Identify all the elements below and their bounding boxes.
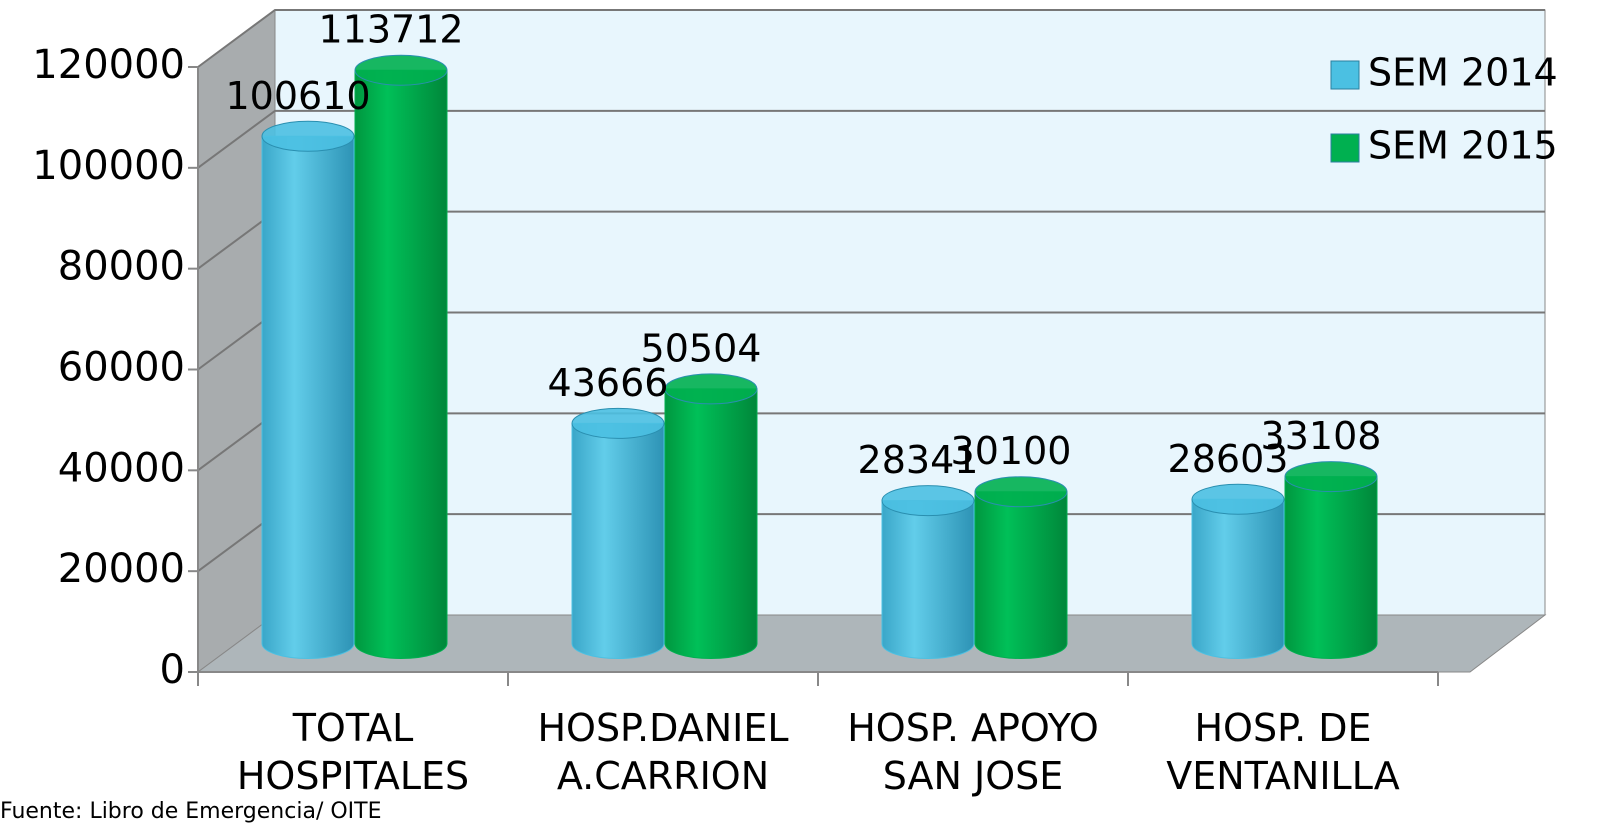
footnote: Fuente: Libro de Emergencia/ OITE xyxy=(0,799,382,824)
cylinder-body xyxy=(571,422,665,659)
data-label: 28603 xyxy=(1168,437,1289,481)
grid-line xyxy=(197,109,1545,169)
bar xyxy=(1284,461,1378,659)
data-label: 100610 xyxy=(225,74,370,118)
legend-label: SEM 2015 xyxy=(1368,124,1558,168)
cylinder-top xyxy=(1284,461,1378,493)
legend-label: SEM 2014 xyxy=(1368,51,1558,95)
x-tick-label: TOTAL HOSPITALES xyxy=(237,706,469,798)
data-label: 28341 xyxy=(858,438,979,482)
cylinder-top xyxy=(974,476,1068,508)
y-tick-label: 0 xyxy=(160,647,185,693)
bar xyxy=(354,54,448,659)
cylinder-body xyxy=(261,135,355,659)
y-tick-label: 60000 xyxy=(58,345,185,391)
cylinder-body xyxy=(881,500,975,659)
x-tick-label: HOSP. DE VENTANILLA xyxy=(1166,706,1400,798)
cylinder-body xyxy=(354,69,448,659)
data-label: 50504 xyxy=(641,326,762,370)
cylinder-top xyxy=(261,120,355,152)
bar xyxy=(974,476,1068,659)
y-tick-label: 100000 xyxy=(32,143,185,189)
legend-swatch xyxy=(1330,133,1360,163)
y-tick-label: 40000 xyxy=(58,445,185,491)
data-label: 43666 xyxy=(548,361,669,405)
data-label: 33108 xyxy=(1261,414,1382,458)
bar xyxy=(571,407,665,659)
bar xyxy=(1191,483,1285,659)
y-tick-label: 120000 xyxy=(32,42,185,88)
cylinder-body xyxy=(974,491,1068,659)
data-label: 113712 xyxy=(318,8,463,52)
bar xyxy=(881,485,975,659)
cylinder-top xyxy=(354,54,448,86)
cylinder-body xyxy=(1284,476,1378,659)
data-label: 30100 xyxy=(951,429,1072,473)
grid-line xyxy=(197,9,1545,68)
x-tick-label: HOSP. APOYO SAN JOSE xyxy=(847,706,1099,798)
cylinder-top xyxy=(881,485,975,517)
cylinder-top xyxy=(571,407,665,439)
y-tick-label: 80000 xyxy=(58,244,185,290)
cylinder-body xyxy=(1191,498,1285,659)
cylinder-top xyxy=(664,373,758,405)
bar xyxy=(261,120,355,659)
y-tick-label: 20000 xyxy=(58,546,185,592)
bar xyxy=(664,373,758,659)
cylinder-top xyxy=(1191,483,1285,515)
x-tick-label: HOSP.DANIEL A.CARRION xyxy=(537,706,788,798)
cylinder-body xyxy=(664,388,758,659)
legend-swatch xyxy=(1330,60,1360,90)
